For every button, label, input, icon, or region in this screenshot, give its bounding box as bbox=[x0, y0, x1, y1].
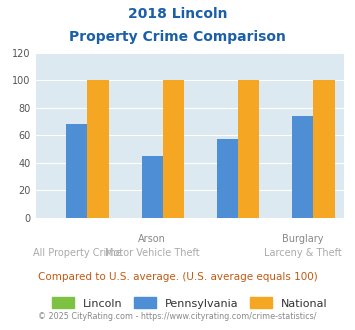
Text: Larceny & Theft: Larceny & Theft bbox=[264, 248, 342, 258]
Bar bbox=[87, 80, 109, 218]
Bar bbox=[217, 139, 238, 218]
Bar bbox=[313, 80, 334, 218]
Text: 2018 Lincoln: 2018 Lincoln bbox=[128, 7, 227, 20]
Legend: Lincoln, Pennsylvania, National: Lincoln, Pennsylvania, National bbox=[48, 293, 332, 313]
Text: Compared to U.S. average. (U.S. average equals 100): Compared to U.S. average. (U.S. average … bbox=[38, 272, 317, 282]
Text: Burglary: Burglary bbox=[282, 235, 324, 245]
Text: © 2025 CityRating.com - https://www.cityrating.com/crime-statistics/: © 2025 CityRating.com - https://www.city… bbox=[38, 312, 317, 321]
Bar bbox=[66, 124, 87, 218]
Bar bbox=[142, 156, 163, 218]
Text: Property Crime Comparison: Property Crime Comparison bbox=[69, 30, 286, 44]
Text: Arson: Arson bbox=[138, 235, 166, 245]
Bar bbox=[293, 116, 313, 218]
Bar bbox=[163, 80, 184, 218]
Text: Motor Vehicle Theft: Motor Vehicle Theft bbox=[105, 248, 200, 258]
Bar bbox=[238, 80, 259, 218]
Text: All Property Crime: All Property Crime bbox=[33, 248, 121, 258]
